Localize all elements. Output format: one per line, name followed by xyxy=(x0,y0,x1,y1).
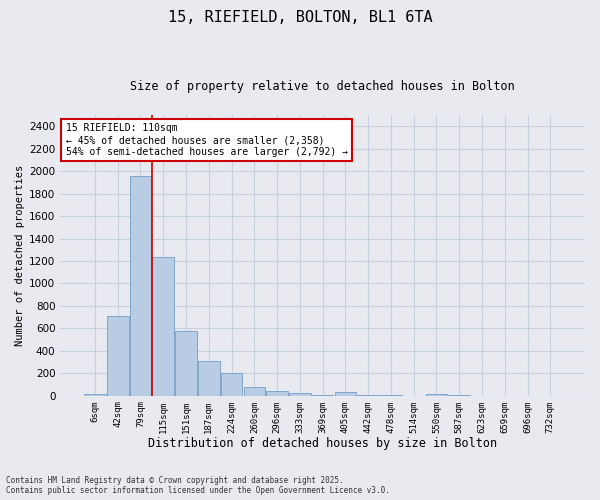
Bar xyxy=(358,395,379,396)
Bar xyxy=(107,316,128,396)
Bar xyxy=(425,394,448,396)
Bar xyxy=(221,374,242,396)
Text: Contains HM Land Registry data © Crown copyright and database right 2025.
Contai: Contains HM Land Registry data © Crown c… xyxy=(6,476,390,495)
Y-axis label: Number of detached properties: Number of detached properties xyxy=(15,164,25,346)
Bar xyxy=(175,330,197,396)
Bar xyxy=(198,362,220,396)
Bar xyxy=(335,392,356,396)
Bar xyxy=(289,392,311,396)
Bar xyxy=(130,176,151,396)
Bar xyxy=(84,394,106,396)
X-axis label: Distribution of detached houses by size in Bolton: Distribution of detached houses by size … xyxy=(148,437,497,450)
Bar xyxy=(152,257,174,396)
Bar xyxy=(244,388,265,396)
Text: 15, RIEFIELD, BOLTON, BL1 6TA: 15, RIEFIELD, BOLTON, BL1 6TA xyxy=(167,10,433,25)
Text: 15 RIEFIELD: 110sqm
← 45% of detached houses are smaller (2,358)
54% of semi-det: 15 RIEFIELD: 110sqm ← 45% of detached ho… xyxy=(65,124,347,156)
Bar xyxy=(312,395,334,396)
Bar xyxy=(266,391,288,396)
Title: Size of property relative to detached houses in Bolton: Size of property relative to detached ho… xyxy=(130,80,515,93)
